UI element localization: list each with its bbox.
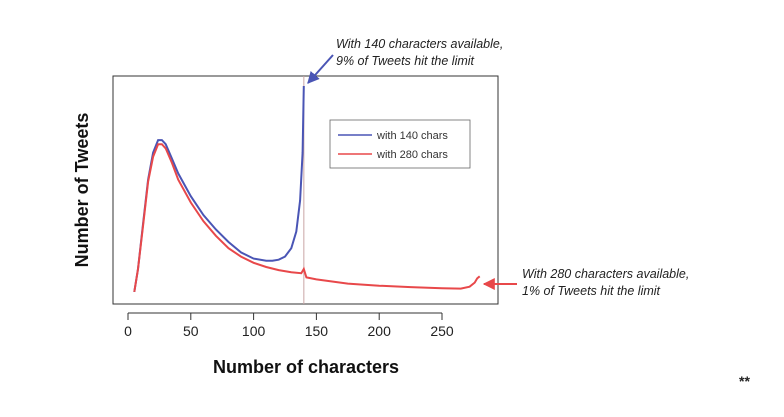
series-line-with-280-chars <box>133 143 481 293</box>
annotation-280: With 280 characters available, 1% of Twe… <box>482 267 689 298</box>
x-axis: 0 50 100 150 200 250 <box>124 312 454 339</box>
x-tick-label: 250 <box>430 323 454 339</box>
legend-label-140: with 140 chars <box>376 130 448 142</box>
x-tick-label: 200 <box>368 323 392 339</box>
x-tick-label: 50 <box>183 323 199 339</box>
x-axis-label: Number of characters <box>213 357 399 377</box>
x-tick-label: 100 <box>242 323 266 339</box>
x-tick-label: 0 <box>124 323 132 339</box>
annotation-140-arrow <box>307 54 334 84</box>
y-axis-label: Number of Tweets <box>72 113 92 268</box>
annotation-140-line2: 9% of Tweets hit the limit <box>336 54 475 68</box>
legend: with 140 chars with 280 chars <box>329 119 471 169</box>
legend-label-280: with 280 chars <box>376 149 448 161</box>
corner-mark: ** <box>739 373 750 389</box>
x-tick-label: 150 <box>305 323 329 339</box>
annotation-140-line1: With 140 characters available, <box>336 37 503 51</box>
series-line-with-140-chars <box>133 85 305 293</box>
annotation-140: With 140 characters available, 9% of Twe… <box>307 37 503 84</box>
annotation-280-line1: With 280 characters available, <box>522 267 689 281</box>
annotation-280-line2: 1% of Tweets hit the limit <box>522 284 661 298</box>
plot-frame <box>112 75 499 305</box>
legend-box <box>329 119 471 169</box>
